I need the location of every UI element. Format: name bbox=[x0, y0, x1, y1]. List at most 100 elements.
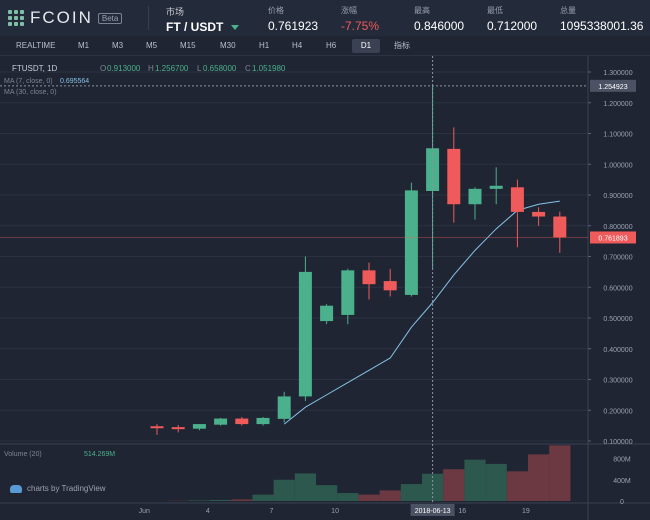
stat-label: 涨幅 bbox=[341, 6, 357, 15]
volume-bar bbox=[528, 454, 550, 501]
tradingview-branding[interactable]: charts by TradingView bbox=[10, 484, 106, 493]
candle-body bbox=[510, 187, 524, 212]
market-label: 市场 bbox=[166, 7, 185, 17]
time-tick-label: 10 bbox=[331, 508, 339, 515]
market-selector[interactable]: 市场 FT / USDT bbox=[166, 5, 240, 34]
ohlc-o-value: 0.913000 bbox=[107, 64, 141, 73]
stat-label: 最高 bbox=[414, 6, 430, 15]
stat-low: 最低 0.712000 bbox=[487, 5, 537, 33]
logo-grid-icon bbox=[8, 10, 24, 26]
ohlc-h-label: H bbox=[148, 64, 154, 73]
price-tick-label: 0.100000 bbox=[603, 439, 632, 446]
volume-bar bbox=[464, 459, 486, 501]
volume-tick-label: 800M bbox=[613, 457, 631, 464]
time-tick-label: 7 bbox=[270, 508, 274, 515]
interval-m1[interactable]: M1 bbox=[78, 41, 90, 50]
branding-text: charts by TradingView bbox=[27, 484, 106, 493]
interval-d1[interactable]: D1 bbox=[352, 39, 380, 53]
ma7-value: 0.695564 bbox=[60, 78, 89, 85]
volume-bar bbox=[294, 473, 316, 501]
market-pair-dropdown[interactable]: FT / USDT bbox=[166, 20, 240, 34]
candle-body bbox=[192, 424, 206, 429]
volume-bar bbox=[358, 494, 380, 501]
stat-label: 总量 bbox=[560, 6, 576, 15]
price-tick-label: 1.300000 bbox=[603, 70, 632, 77]
volume-bar bbox=[506, 471, 528, 501]
header-divider bbox=[148, 6, 149, 30]
interval-m3[interactable]: M3 bbox=[112, 41, 124, 50]
interval-h6[interactable]: H6 bbox=[326, 41, 337, 50]
price-tick-label: 0.800000 bbox=[603, 224, 632, 231]
candle-body bbox=[362, 270, 376, 285]
interval-realtime[interactable]: REALTIME bbox=[16, 41, 56, 50]
price-tick-label: 0.500000 bbox=[603, 316, 632, 323]
price-tick-label: 0.600000 bbox=[603, 285, 632, 292]
candle-body bbox=[468, 188, 482, 205]
tradingview-cloud-icon bbox=[10, 484, 22, 493]
logo-text: FCOIN bbox=[30, 8, 93, 27]
time-tick-label: 16 bbox=[458, 508, 466, 515]
pair-name: FT / USDT bbox=[166, 20, 224, 34]
time-tick-label: 4 bbox=[206, 508, 210, 515]
crosshair-date-tag bbox=[410, 504, 455, 516]
crosshair-price-label: 1.254923 bbox=[598, 84, 627, 91]
legend-symbol: FTUSDT, 1D bbox=[12, 64, 58, 73]
volume-bar bbox=[549, 445, 571, 501]
price-tick-label: 0.300000 bbox=[603, 378, 632, 385]
caret-down-icon[interactable] bbox=[231, 24, 240, 30]
crosshair-date-label: 2018-06-13 bbox=[415, 508, 451, 515]
candle-body bbox=[235, 418, 249, 425]
volume-bar bbox=[252, 494, 274, 501]
volume-bar bbox=[210, 499, 232, 501]
candle-body bbox=[532, 211, 546, 217]
stat-value: 0.846000 bbox=[414, 19, 465, 33]
stat-label: 最低 bbox=[487, 6, 503, 15]
legend-ohlc: O 0.913000 H 1.256700 L 0.658000 C 1.051… bbox=[100, 64, 286, 73]
volume-bar bbox=[231, 499, 253, 501]
stat-value: 0.712000 bbox=[487, 19, 538, 33]
price-chart[interactable]: 1.300000 1.200000 1.100000 1.000000 0.900000… bbox=[0, 56, 650, 520]
ohlc-o-label: O bbox=[100, 64, 106, 73]
interval-h1[interactable]: H1 bbox=[259, 41, 270, 50]
ohlc-c-value: 1.051980 bbox=[252, 64, 286, 73]
stat-volume: 总量 1095338001.36 bbox=[560, 5, 643, 33]
beta-badge: Beta bbox=[97, 12, 123, 24]
candle-body bbox=[447, 148, 461, 205]
candle-body bbox=[341, 270, 355, 315]
ma7-line bbox=[283, 200, 560, 425]
chart-canvas[interactable]: 1.300000 1.200000 1.100000 1.000000 0.900000… bbox=[0, 56, 650, 520]
price-tick-label: 0.700000 bbox=[603, 255, 632, 262]
interval-m5[interactable]: M5 bbox=[146, 41, 158, 50]
price-tick-label: 1.000000 bbox=[603, 162, 632, 169]
ohlc-h-value: 1.256700 bbox=[155, 64, 189, 73]
last-price-label: 0.761893 bbox=[598, 235, 627, 242]
volume-bar bbox=[422, 473, 444, 501]
volume-bar bbox=[316, 485, 338, 501]
time-tick-label: 19 bbox=[522, 508, 530, 515]
interval-m15[interactable]: M15 bbox=[180, 41, 196, 50]
volume-bar bbox=[337, 493, 359, 501]
volume-bar bbox=[273, 479, 295, 501]
stat-value: 1095338001.36 bbox=[560, 19, 644, 33]
candle-body bbox=[298, 271, 312, 397]
volume-bar bbox=[485, 463, 507, 501]
ohlc-c-label: C bbox=[245, 64, 251, 73]
candle-body bbox=[383, 281, 397, 291]
stat-value: -7.75% bbox=[341, 19, 380, 33]
stat-price: 价格 0.761923 bbox=[268, 5, 318, 33]
volume-label: Volume (20) bbox=[4, 451, 42, 458]
candle-body bbox=[277, 396, 291, 419]
stat-value: 0.761923 bbox=[268, 19, 319, 33]
candle-body bbox=[320, 305, 334, 322]
candle-body bbox=[214, 418, 228, 425]
volume-bar bbox=[400, 484, 422, 501]
indicators-button[interactable]: 指标 bbox=[394, 41, 410, 50]
fcoin-logo[interactable]: FCOIN Beta bbox=[8, 8, 123, 28]
candle-body bbox=[404, 190, 418, 295]
interval-m30[interactable]: M30 bbox=[220, 41, 236, 50]
candle-body bbox=[553, 216, 567, 238]
interval-h4[interactable]: H4 bbox=[292, 41, 303, 50]
stat-change: 涨幅 -7.75% bbox=[341, 5, 379, 33]
ohlc-l-value: 0.658000 bbox=[203, 64, 237, 73]
ma7-label: MA (7, close, 0) bbox=[4, 78, 53, 85]
